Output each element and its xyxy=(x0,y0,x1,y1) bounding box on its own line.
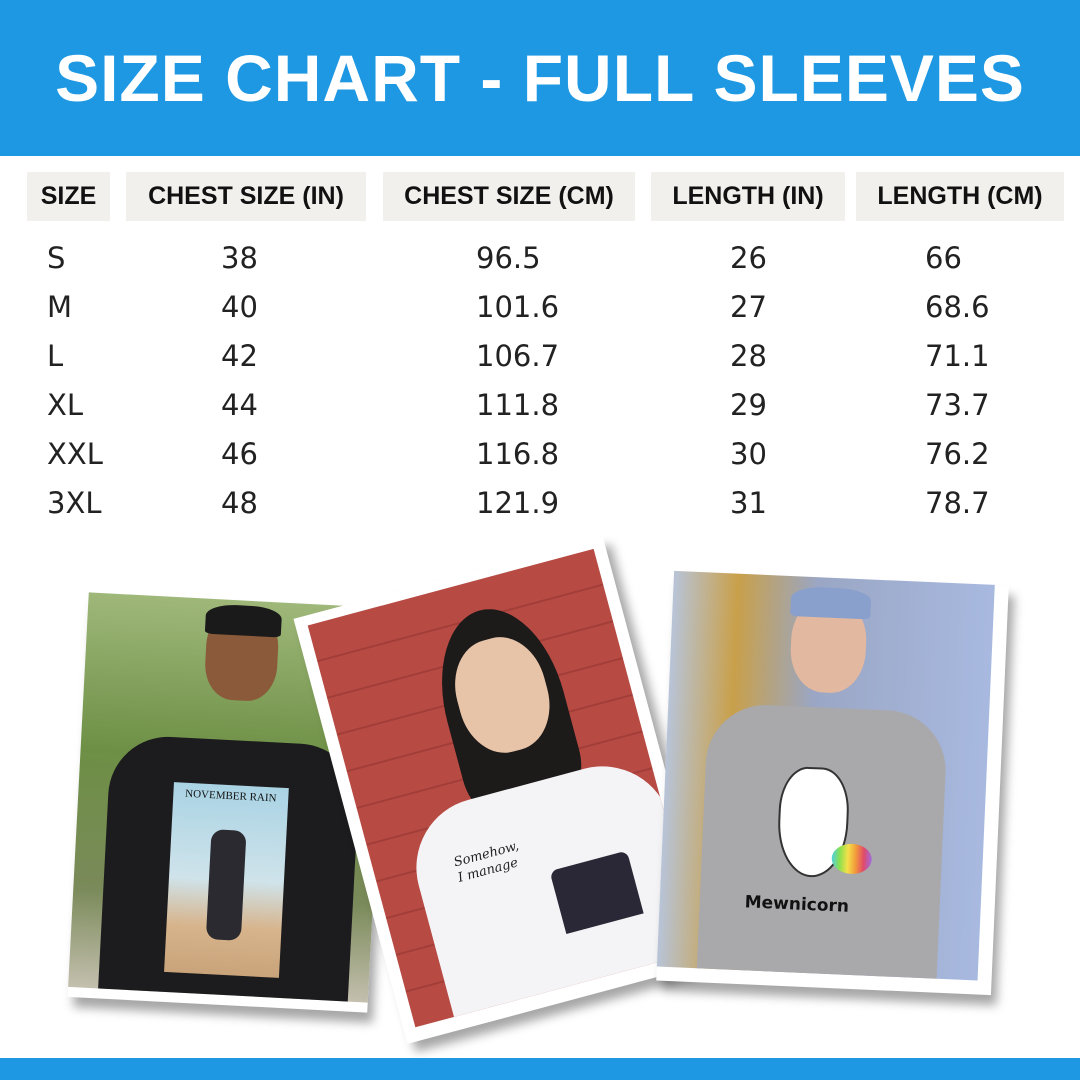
cell-length-in: 28 xyxy=(730,339,767,373)
cell-length-cm: 76.2 xyxy=(925,437,990,471)
cell-length-cm: 68.6 xyxy=(925,290,990,324)
cell-chest-in: 48 xyxy=(221,486,258,520)
shirt xyxy=(400,750,702,1028)
cell-length-in: 26 xyxy=(730,241,767,275)
cell-chest-in: 38 xyxy=(221,241,258,275)
cell-size: 3XL xyxy=(47,486,102,520)
cell-chest-cm: 101.6 xyxy=(476,290,560,324)
cell-chest-cm: 111.8 xyxy=(476,388,560,422)
hair xyxy=(204,603,283,638)
cell-length-cm: 73.7 xyxy=(925,388,990,422)
cell-length-in: 27 xyxy=(730,290,767,324)
cell-chest-cm: 96.5 xyxy=(476,241,541,275)
header-length-cm: LENGTH (CM) xyxy=(856,172,1064,221)
cell-size: S xyxy=(47,241,66,275)
guitarist xyxy=(205,829,247,941)
footer-bar xyxy=(0,1058,1080,1080)
cell-chest-in: 42 xyxy=(221,339,258,373)
cap xyxy=(790,586,872,620)
cell-length-cm: 66 xyxy=(925,241,962,275)
header-chest-cm: CHEST SIZE (CM) xyxy=(383,172,635,221)
cell-size: XL xyxy=(47,388,84,422)
cell-size: XXL xyxy=(47,437,103,471)
cell-chest-cm: 106.7 xyxy=(476,339,560,373)
header-length-in: LENGTH (IN) xyxy=(651,172,845,221)
cell-chest-cm: 121.9 xyxy=(476,486,560,520)
shirt-text: NOVEMBER RAIN xyxy=(184,787,277,805)
cell-length-in: 29 xyxy=(730,388,767,422)
page-title: SIZE CHART - FULL SLEEVES xyxy=(55,41,1025,115)
photo-mewnicorn: Mewnicorn xyxy=(656,570,1009,996)
cell-length-cm: 71.1 xyxy=(925,339,990,373)
shirt-print: NOVEMBER RAIN xyxy=(164,782,289,978)
cell-chest-in: 40 xyxy=(221,290,258,324)
title-banner: SIZE CHART - FULL SLEEVES xyxy=(0,0,1080,156)
cell-length-in: 30 xyxy=(730,437,767,471)
header-chest-in: CHEST SIZE (IN) xyxy=(126,172,366,221)
cell-size: L xyxy=(47,339,64,373)
cell-chest-in: 44 xyxy=(221,388,258,422)
header-size: SIZE xyxy=(27,172,110,221)
cell-length-in: 31 xyxy=(730,486,767,520)
cell-chest-cm: 116.8 xyxy=(476,437,560,471)
cell-size: M xyxy=(47,290,73,324)
cell-chest-in: 46 xyxy=(221,437,258,471)
cell-length-cm: 78.7 xyxy=(925,486,990,520)
